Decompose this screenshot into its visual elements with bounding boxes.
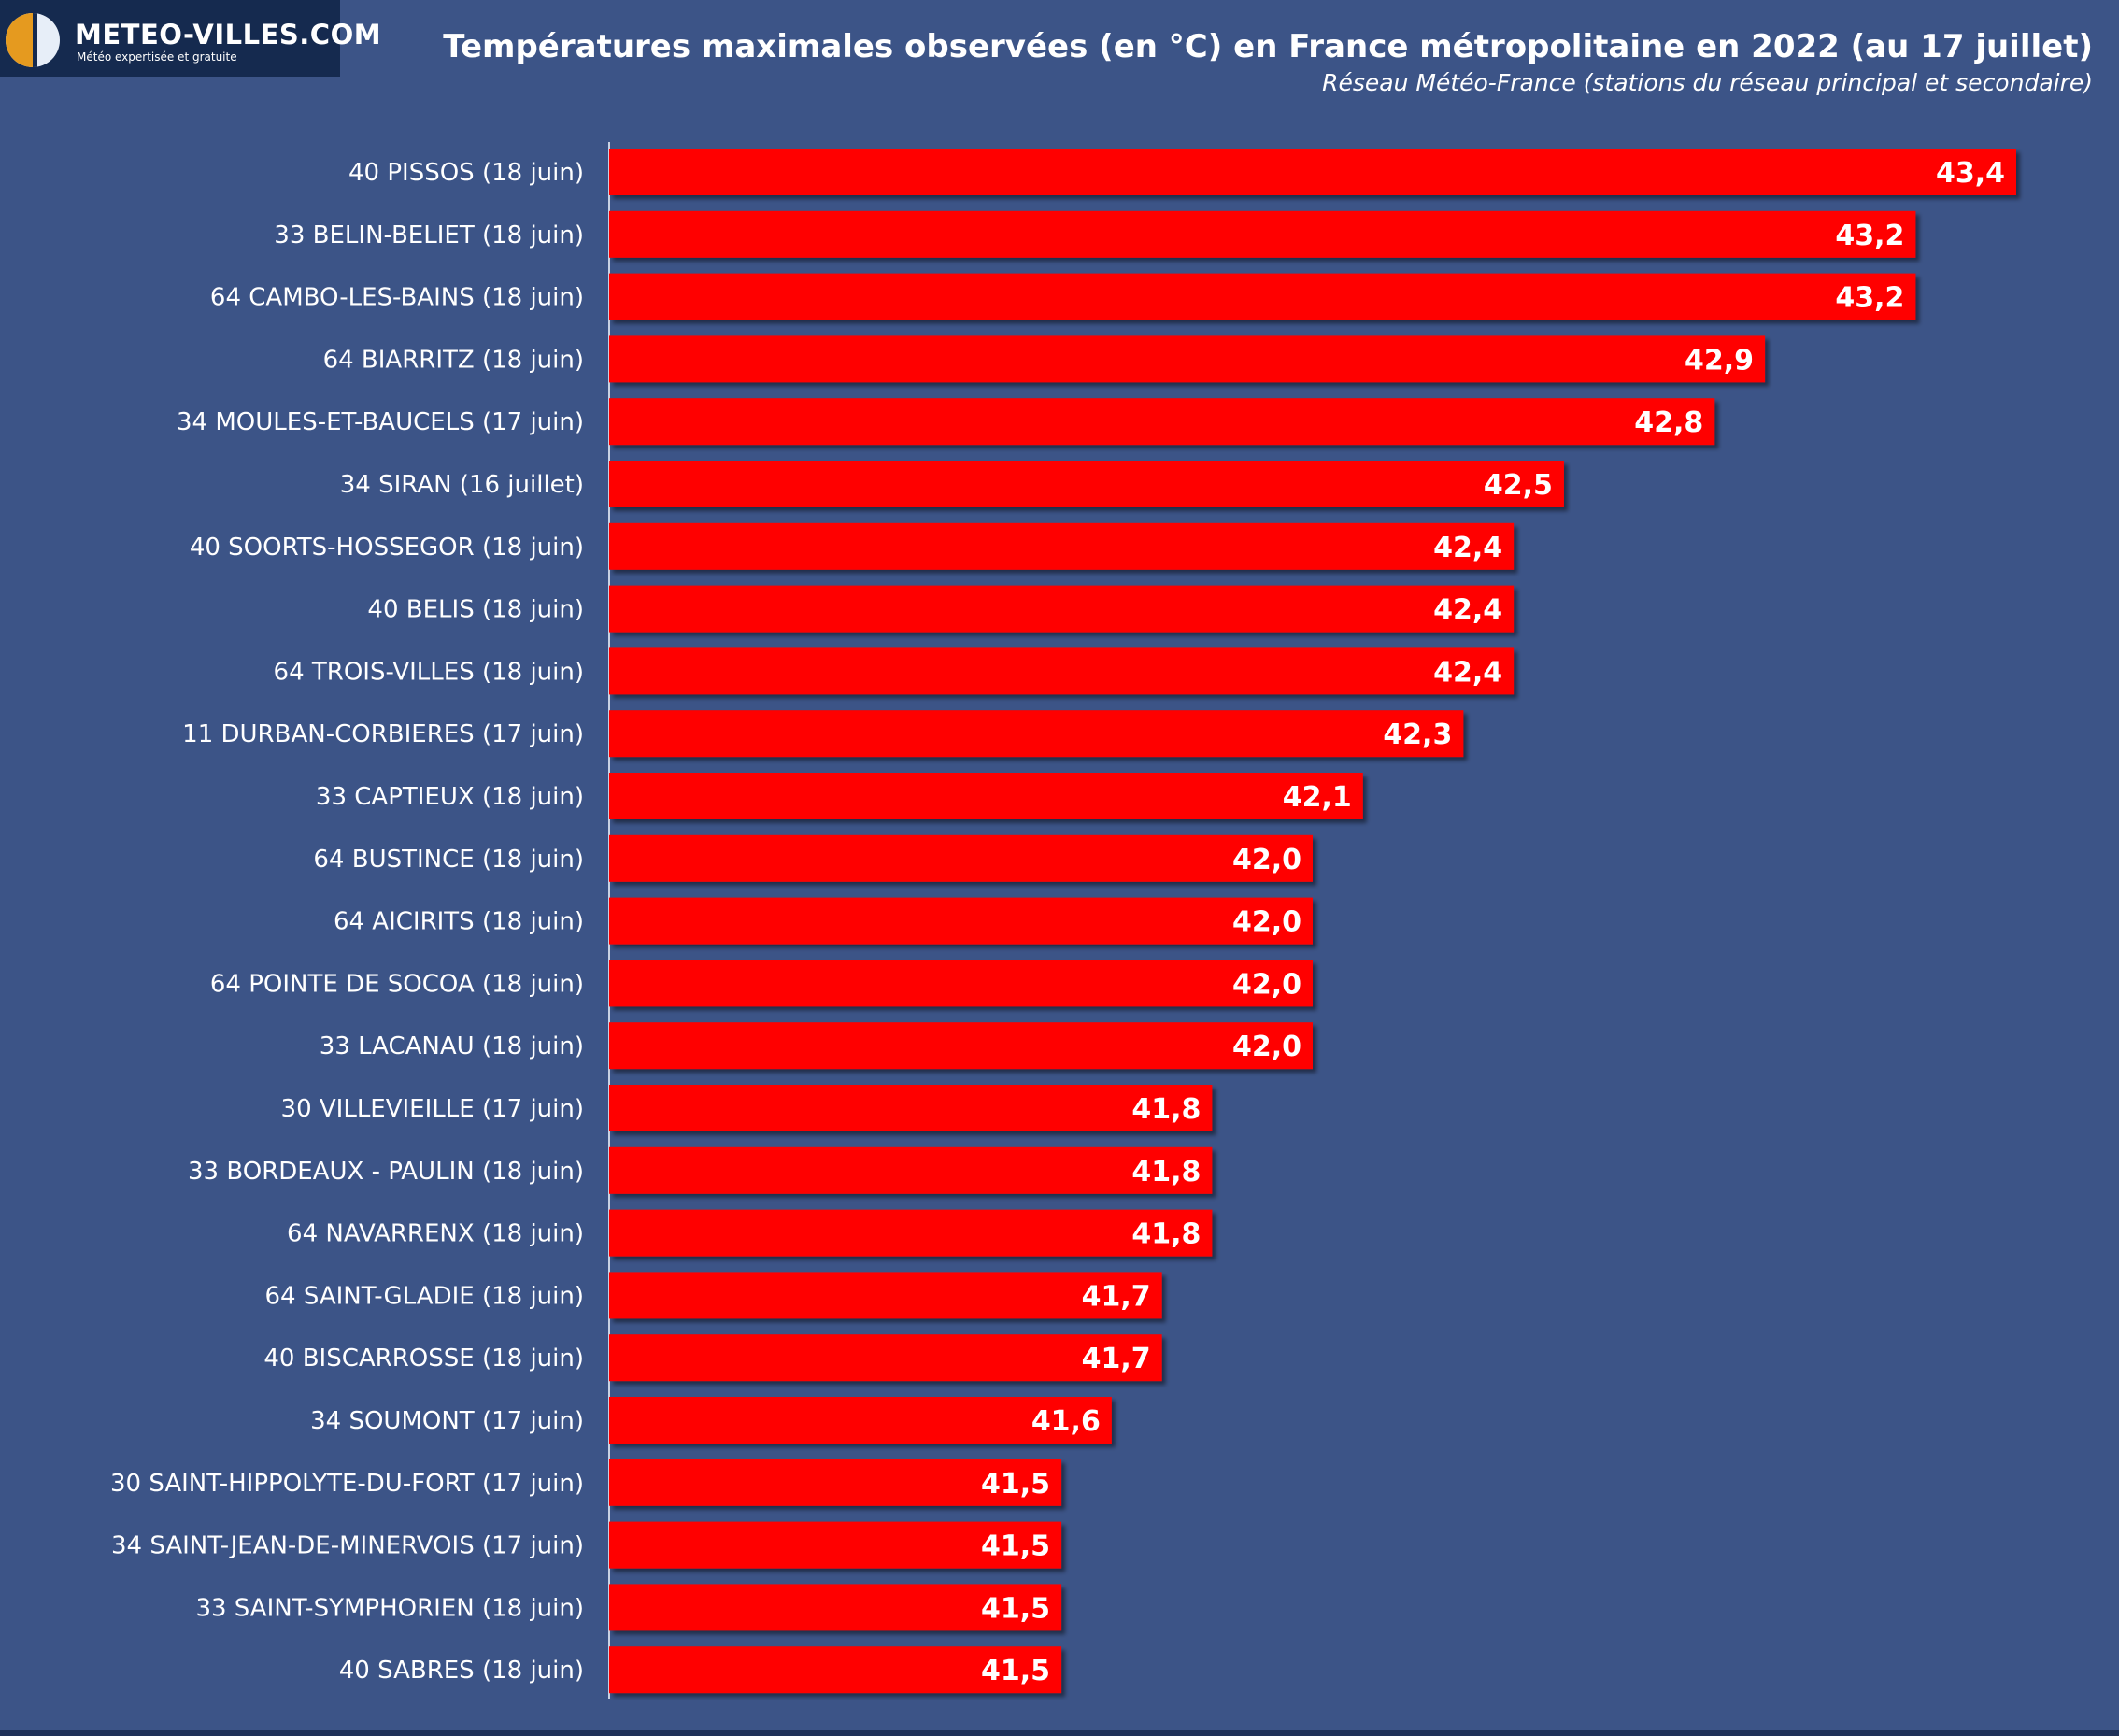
category-label: 30 SAINT-HIPPOLYTE-DU-FORT (17 juin) (110, 1470, 584, 1498)
category-label: 33 SAINT-SYMPHORIEN (18 juin) (195, 1594, 584, 1622)
bar-value-label: 42,4 (1433, 656, 1502, 689)
bar (609, 1146, 1213, 1194)
category-label: 34 SAINT-JEAN-DE-MINERVOIS (17 juin) (111, 1532, 584, 1560)
bar (609, 834, 1313, 882)
bar-value-label: 42,0 (1232, 1031, 1301, 1063)
half-moon-logo-icon (6, 13, 60, 67)
bar (609, 710, 1464, 758)
bar-value-label: 42,4 (1433, 532, 1502, 564)
category-label: 64 CAMBO-LES-BAINS (18 juin) (210, 284, 584, 312)
bar-value-label: 42,0 (1232, 844, 1301, 876)
chart-subtitle: Réseau Météo-France (stations du réseau … (1322, 69, 2093, 96)
bar (609, 1085, 1213, 1131)
bar (609, 398, 1715, 446)
bar (609, 1272, 1162, 1319)
bar-value-label: 42,0 (1232, 968, 1301, 1001)
bar (609, 273, 1916, 320)
bar-value-label: 42,9 (1685, 344, 1754, 377)
bar-value-label: 42,1 (1283, 781, 1352, 814)
bar (609, 1584, 1062, 1631)
bar (609, 960, 1313, 1007)
category-label: 40 BISCARROSSE (18 juin) (263, 1345, 584, 1373)
category-label: 64 SAINT-GLADIE (18 juin) (264, 1282, 584, 1310)
bar-value-label: 41,7 (1082, 1280, 1151, 1313)
category-label: 34 MOULES-ET-BAUCELS (17 juin) (177, 408, 584, 436)
bar (609, 1646, 1062, 1694)
bar-value-label: 41,7 (1082, 1343, 1151, 1375)
bar (609, 647, 1515, 695)
brand-logo: METEO-VILLES.COM Météo expertisée et gra… (0, 0, 381, 77)
bar-value-label: 41,8 (1131, 1218, 1201, 1251)
bar-value-label: 41,6 (1031, 1405, 1101, 1438)
bar-value-label: 41,5 (981, 1468, 1050, 1501)
bar (609, 773, 1363, 819)
bar-value-label: 41,8 (1131, 1093, 1201, 1126)
bar-value-label: 42,8 (1634, 406, 1703, 439)
bar (609, 1397, 1112, 1444)
bar-value-label: 41,8 (1131, 1156, 1201, 1188)
bar (609, 461, 1564, 507)
bar (609, 149, 2016, 195)
category-label: 64 NAVARRENX (18 juin) (287, 1220, 584, 1248)
bottom-strip (0, 1730, 2119, 1736)
bar (609, 335, 1766, 383)
bar-value-label: 43,2 (1835, 282, 1904, 315)
category-label: 33 BELIN-BELIET (18 juin) (274, 221, 584, 249)
bar (609, 210, 1916, 258)
category-label: 64 TROIS-VILLES (18 juin) (274, 658, 584, 686)
bar (609, 1521, 1062, 1569)
bar (609, 1459, 1062, 1506)
category-label: 11 DURBAN-CORBIERES (17 juin) (182, 720, 584, 748)
bar-value-label: 42,4 (1433, 594, 1502, 627)
category-label: 64 POINTE DE SOCOA (18 juin) (210, 970, 584, 998)
brand-tagline: Météo expertisée et gratuite (77, 50, 237, 64)
bar (609, 1334, 1162, 1382)
category-label: 64 AICIRITS (18 juin) (334, 908, 584, 936)
brand-name: METEO-VILLES.COM (75, 19, 382, 50)
bar-value-label: 43,4 (1936, 157, 2005, 190)
chart-title: Températures maximales observées (en °C)… (443, 28, 2093, 65)
category-label: 40 SOORTS-HOSSEGOR (18 juin) (190, 534, 584, 562)
bar-value-label: 41,5 (981, 1655, 1050, 1687)
category-label: 64 BUSTINCE (18 juin) (313, 846, 584, 874)
bar (609, 1022, 1313, 1070)
bar (609, 897, 1313, 945)
bar-value-label: 41,5 (981, 1530, 1050, 1563)
category-label: 33 BORDEAUX - PAULIN (18 juin) (188, 1158, 584, 1186)
category-label: 64 BIARRITZ (18 juin) (323, 346, 584, 374)
bar-value-label: 41,5 (981, 1592, 1050, 1625)
category-label: 40 SABRES (18 juin) (339, 1657, 584, 1685)
bar-value-label: 43,2 (1835, 220, 1904, 252)
bar (609, 522, 1515, 570)
bar-value-label: 42,0 (1232, 906, 1301, 939)
bar-value-label: 42,3 (1383, 719, 1452, 751)
category-label: 33 CAPTIEUX (18 juin) (316, 783, 584, 811)
bar (609, 585, 1515, 633)
bar-value-label: 42,5 (1484, 469, 1553, 502)
category-label: 34 SIRAN (16 juillet) (340, 471, 584, 499)
category-label: 40 PISSOS (18 juin) (348, 159, 584, 187)
category-label: 34 SOUMONT (17 juin) (310, 1407, 584, 1435)
category-label: 33 LACANAU (18 juin) (320, 1032, 584, 1060)
category-label: 30 VILLEVIEILLE (17 juin) (281, 1095, 584, 1123)
bar (609, 1209, 1213, 1257)
category-label: 40 BELIS (18 juin) (367, 596, 584, 624)
